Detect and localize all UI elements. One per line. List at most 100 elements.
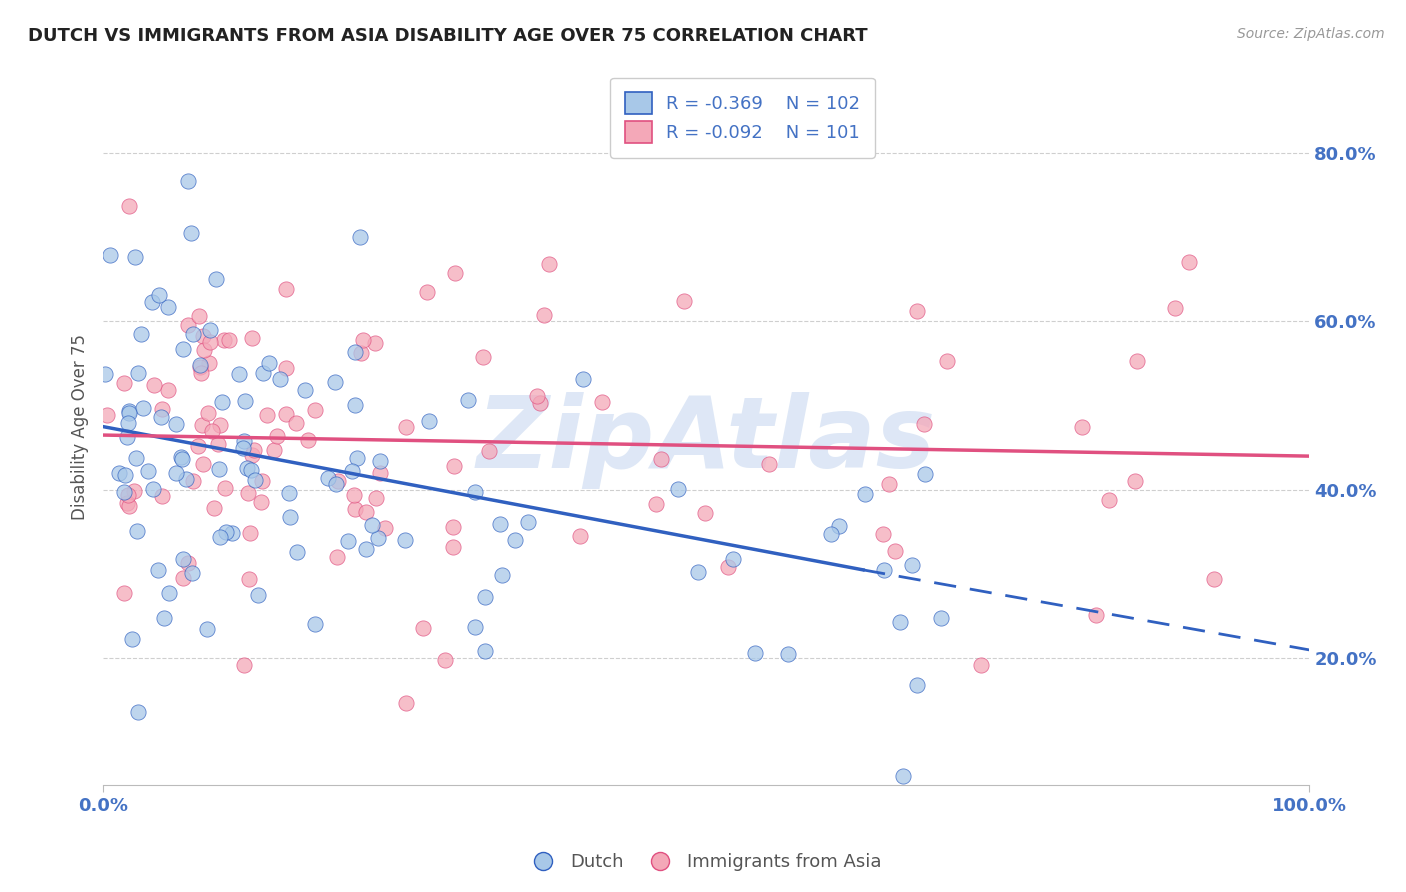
Point [853, 487, 876, 501]
Point [478, 444, 501, 458]
Point [180, 226, 202, 240]
Point [907, 678, 929, 692]
Point [349, 230, 371, 244]
Point [127, 366, 149, 380]
Point [361, 517, 384, 532]
Text: ZipAtlas: ZipAtlas [477, 392, 936, 490]
Point [117, 416, 139, 430]
Point [124, 483, 146, 498]
Point [884, 544, 907, 558]
Point [153, 611, 176, 625]
Point [505, 533, 527, 548]
Point [464, 485, 486, 500]
Point [326, 474, 349, 488]
Text: DUTCH VS IMMIGRANTS FROM ASIA DISABILITY AGE OVER 75 CORRELATION CHART: DUTCH VS IMMIGRANTS FROM ASIA DISABILITY… [28, 27, 868, 45]
Point [418, 414, 440, 428]
Point [112, 376, 135, 390]
Point [172, 552, 194, 566]
Point [367, 531, 389, 545]
Point [343, 502, 366, 516]
Point [457, 393, 479, 408]
Point [181, 326, 204, 341]
Point [970, 657, 993, 672]
Point [114, 468, 136, 483]
Point [228, 367, 250, 381]
Point [758, 457, 780, 471]
Point [350, 345, 373, 359]
Point [778, 648, 800, 662]
Text: Source: ZipAtlas.com: Source: ZipAtlas.com [1237, 27, 1385, 41]
Point [914, 467, 936, 482]
Point [572, 372, 595, 386]
Point [98, 248, 121, 262]
Point [304, 617, 326, 632]
Point [491, 567, 513, 582]
Point [368, 454, 391, 468]
Point [215, 524, 238, 539]
Y-axis label: Disability Age Over 75: Disability Age Over 75 [72, 334, 89, 520]
Point [433, 652, 456, 666]
Point [141, 294, 163, 309]
Point [889, 615, 911, 629]
Point [177, 318, 200, 332]
Point [165, 417, 187, 431]
Point [280, 510, 302, 524]
Point [395, 420, 418, 434]
Point [118, 406, 141, 420]
Point [181, 566, 204, 580]
Point [239, 463, 262, 477]
Point [188, 360, 211, 375]
Point [148, 288, 170, 302]
Point [650, 452, 672, 467]
Point [236, 486, 259, 500]
Point [337, 534, 360, 549]
Point [891, 769, 914, 783]
Point [364, 491, 387, 505]
Point [284, 416, 307, 430]
Point [394, 533, 416, 547]
Point [820, 526, 842, 541]
Point [464, 620, 486, 634]
Point [285, 545, 308, 559]
Point [872, 527, 894, 541]
Point [200, 334, 222, 349]
Point [121, 632, 143, 646]
Point [115, 496, 138, 510]
Point [326, 550, 349, 565]
Point [236, 461, 259, 475]
Point [529, 396, 551, 410]
Point [1084, 608, 1107, 623]
Point [242, 443, 264, 458]
Point [209, 418, 232, 433]
Point [157, 586, 180, 600]
Point [250, 495, 273, 509]
Point [1097, 493, 1119, 508]
Point [96, 408, 118, 422]
Point [256, 408, 278, 422]
Point [211, 394, 233, 409]
Point [150, 402, 173, 417]
Point [374, 521, 396, 535]
Point [169, 450, 191, 465]
Point [193, 328, 215, 343]
Point [569, 529, 592, 543]
Point [172, 571, 194, 585]
Point [441, 540, 464, 554]
Point [148, 563, 170, 577]
Point [905, 303, 928, 318]
Point [1070, 419, 1092, 434]
Point [929, 611, 952, 625]
Point [181, 475, 204, 489]
Point [250, 475, 273, 489]
Point [693, 506, 716, 520]
Point [117, 199, 139, 213]
Point [214, 333, 236, 347]
Point [274, 361, 297, 376]
Point [526, 389, 548, 403]
Point [269, 372, 291, 386]
Point [115, 430, 138, 444]
Point [233, 657, 256, 672]
Point [150, 489, 173, 503]
Point [187, 438, 209, 452]
Point [1202, 572, 1225, 586]
